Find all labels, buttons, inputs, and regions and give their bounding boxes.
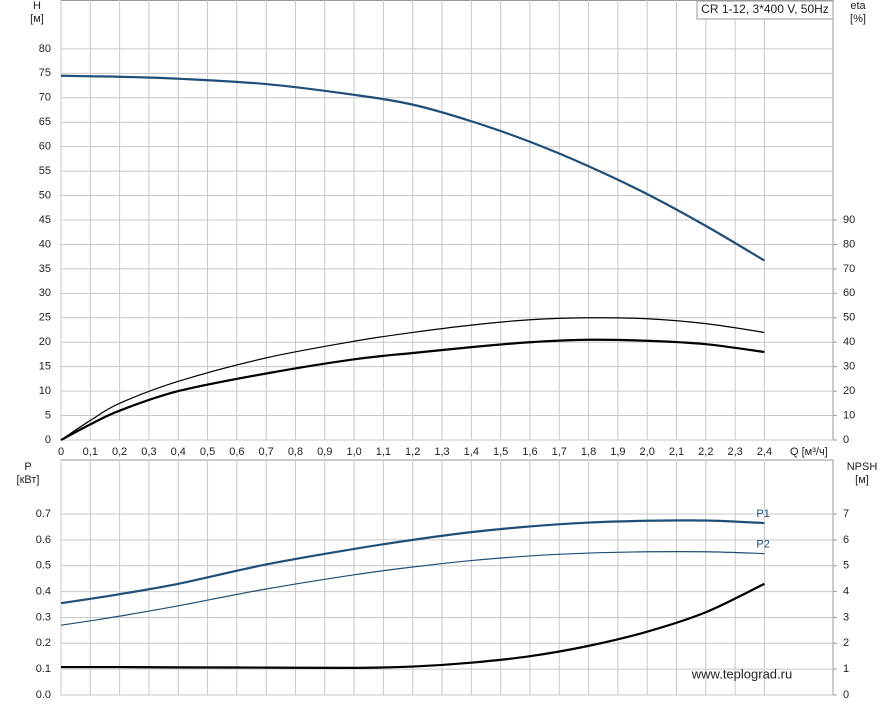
- grid: [60, 0, 833, 696]
- curve: [60, 550, 765, 626]
- y-tick-label: 15: [39, 361, 51, 373]
- y-tick-label: 0.6: [36, 534, 51, 546]
- x-tick-label: 1,0: [346, 446, 361, 458]
- y-tick-label: 50: [39, 189, 51, 201]
- y-tick-label: 55: [39, 165, 51, 177]
- y2-axis-label: eta: [850, 0, 866, 12]
- y2-tick-label: 80: [843, 238, 855, 250]
- y-tick-label: 45: [39, 214, 51, 226]
- x-tick-label: 0,4: [171, 446, 186, 458]
- y-tick-label: 25: [39, 312, 51, 324]
- y-tick-label: 0.4: [36, 585, 51, 597]
- y-tick-label: 0.7: [36, 508, 51, 520]
- x-tick-label: 2,0: [640, 446, 655, 458]
- x-tick-label: 1,1: [376, 446, 391, 458]
- x-tick-label: 2,2: [698, 446, 713, 458]
- x-tick-label: 1,7: [552, 446, 567, 458]
- curve: [60, 519, 765, 605]
- y2-tick-label: 1: [843, 663, 849, 675]
- x-tick-label: 0,6: [229, 446, 244, 458]
- y-axis-unit: [кВт]: [17, 474, 40, 486]
- curves: [60, 74, 765, 670]
- y2-axis-unit: [%]: [850, 13, 866, 25]
- y2-axis-label: NPSH: [847, 461, 878, 473]
- y-tick-label: 80: [39, 43, 51, 55]
- x-tick-label: 2,1: [669, 446, 684, 458]
- y2-tick-label: 5: [843, 560, 849, 572]
- y2-tick-label: 70: [843, 263, 855, 275]
- y2-tick-label: 20: [843, 385, 855, 397]
- y-tick-label: 75: [39, 67, 51, 79]
- y-tick-label: 35: [39, 263, 51, 275]
- series-label: P2: [756, 538, 769, 550]
- y-tick-label: 0.1: [36, 663, 51, 675]
- y-tick-label: 30: [39, 287, 51, 299]
- y2-tick-label: 0: [843, 689, 849, 701]
- y-axis-label: P: [24, 461, 31, 473]
- y-axis-unit: [м]: [30, 13, 44, 25]
- y-axis-label: H: [33, 0, 41, 12]
- y2-tick-label: 30: [843, 361, 855, 373]
- title-box: [696, 0, 834, 20]
- y2-tick-label: 7: [843, 508, 849, 520]
- x-tick-label: 2,4: [757, 446, 772, 458]
- y-tick-label: 0.0: [36, 689, 51, 701]
- y2-tick-label: 40: [843, 336, 855, 348]
- x-tick-label: 0,2: [112, 446, 127, 458]
- x-tick-label: 1,9: [610, 446, 625, 458]
- y-tick-label: 60: [39, 141, 51, 153]
- x-tick-label: 0,5: [200, 446, 215, 458]
- y-tick-label: 0.2: [36, 637, 51, 649]
- y-tick-label: 0.5: [36, 560, 51, 572]
- x-tick-label: 1,8: [581, 446, 596, 458]
- y-tick-label: 70: [39, 92, 51, 104]
- bottom-plot-frame: [60, 459, 834, 696]
- y2-tick-label: 0: [843, 434, 849, 446]
- y2-tick-label: 3: [843, 611, 849, 623]
- y-tick-label: 0.3: [36, 611, 51, 623]
- x-tick-label: 1,3: [434, 446, 449, 458]
- y2-tick-label: 10: [843, 409, 855, 421]
- y2-tick-label: 90: [843, 214, 855, 226]
- watermark: www.teplograd.ru: [691, 666, 792, 681]
- y2-tick-label: 4: [843, 585, 849, 597]
- x-tick-label: 0,1: [83, 446, 98, 458]
- x-tick-label: 1,6: [522, 446, 537, 458]
- x-tick-label: 0,3: [141, 446, 156, 458]
- y2-tick-label: 6: [843, 534, 849, 546]
- x-tick-label: 0,9: [317, 446, 332, 458]
- x-tick-label: 2,3: [727, 446, 742, 458]
- curve: [60, 338, 765, 441]
- y-tick-label: 5: [45, 409, 51, 421]
- curve: [60, 317, 765, 441]
- y-tick-label: 0: [45, 434, 51, 446]
- y2-tick-label: 50: [843, 312, 855, 324]
- y2-axis-unit: [м]: [855, 474, 869, 486]
- curve: [61, 582, 765, 670]
- x-axis-label: Q [м³/ч]: [790, 446, 828, 458]
- y-tick-label: 20: [39, 336, 51, 348]
- x-tick-label: 1,5: [493, 446, 508, 458]
- x-tick-label: 1,4: [464, 446, 479, 458]
- x-tick-label: 0,8: [288, 446, 303, 458]
- y-tick-label: 40: [39, 238, 51, 250]
- y-tick-label: 65: [39, 116, 51, 128]
- y-tick-label: 10: [39, 385, 51, 397]
- chart-title: CR 1-12, 3*400 V, 50Hz: [701, 2, 829, 16]
- series-label: P1: [756, 508, 769, 520]
- x-tick-label: 0: [58, 446, 64, 458]
- curve: [60, 74, 765, 262]
- x-tick-label: 0,7: [259, 446, 274, 458]
- y2-tick-label: 60: [843, 287, 855, 299]
- y2-tick-label: 2: [843, 637, 849, 649]
- x-tick-label: 1,2: [405, 446, 420, 458]
